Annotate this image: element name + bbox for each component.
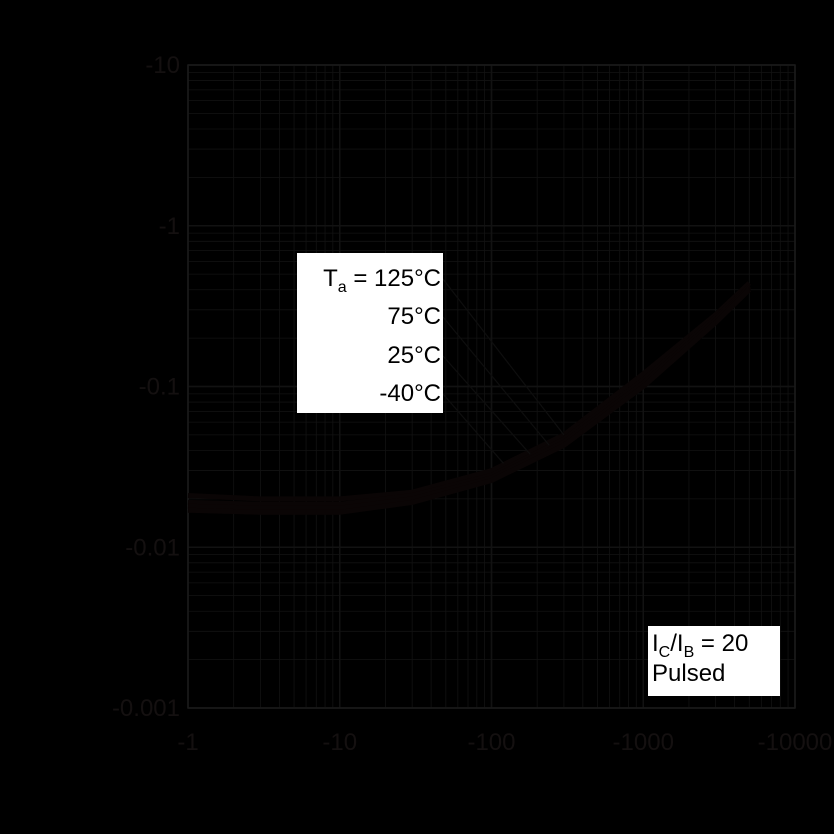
y-tick-label: -0.1 <box>139 374 180 401</box>
pulsed-label: Pulsed <box>652 659 726 687</box>
legend-leader-line <box>442 355 531 455</box>
ratio-i: I <box>652 630 659 657</box>
legend-prefix-sub: a <box>337 278 347 296</box>
x-tick-label: -1000 <box>613 729 674 756</box>
x-tick-label: -1 <box>177 729 198 756</box>
x-tick-label: -100 <box>467 729 515 756</box>
y-tick-label: -10 <box>145 52 180 79</box>
y-tick-label: -1 <box>159 213 180 240</box>
ratio-value: = 20 <box>694 630 749 657</box>
legend-prefix: T <box>323 265 338 292</box>
conditions-annotation: IC/IB = 20 Pulsed <box>648 626 780 696</box>
legend-entry-125: Ta = 125°C <box>323 265 441 297</box>
legend-entry-minus40: -40°C <box>379 380 441 407</box>
series-line <box>187 287 752 515</box>
ratio-sub-b: B <box>683 643 695 661</box>
legend: Ta = 125°C 75°C 25°C -40°C <box>297 253 443 413</box>
series-line <box>187 281 752 502</box>
y-tick-label: -0.01 <box>125 534 180 561</box>
legend-entry-25: 25°C <box>387 342 441 369</box>
x-tick-label: -10000 <box>758 729 833 756</box>
legend-leader-line <box>442 278 565 436</box>
legend-leader-line <box>442 316 550 446</box>
plot-frame <box>187 64 796 709</box>
y-tick-label: -0.001 <box>112 695 180 722</box>
series-line <box>187 284 751 507</box>
legend-leader-line <box>442 393 504 464</box>
x-tick-label: -10 <box>322 729 357 756</box>
ratio-sub-c: C <box>658 643 671 661</box>
ratio-label: IC/IB = 20 <box>652 630 780 662</box>
legend-label: = 125°C <box>353 265 441 292</box>
ratio-slash: /I <box>670 630 684 657</box>
legend-entry-75: 75°C <box>387 303 441 330</box>
